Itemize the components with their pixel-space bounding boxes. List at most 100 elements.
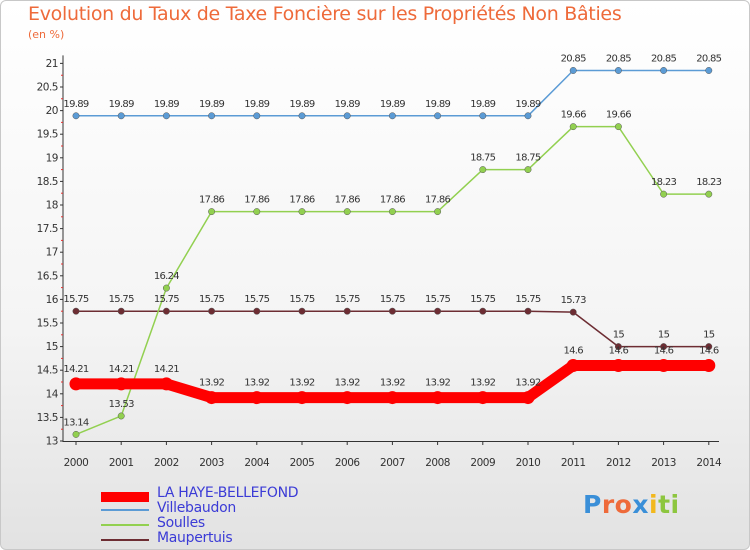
logo-letter: i [670,490,680,519]
data-label: 15.75 [515,294,540,305]
data-point [250,391,264,405]
data-label: 15.75 [335,294,360,305]
data-point [208,307,216,315]
data-point [388,208,396,216]
data-point [253,307,261,315]
data-label: 13.92 [380,378,405,389]
y-tick-label: 16 [46,294,59,306]
data-label: 17.86 [289,195,314,206]
data-point [702,358,716,372]
data-point [117,307,125,315]
data-label: 15.75 [109,294,134,305]
data-label: 19.89 [515,99,540,110]
legend-swatch-soulles [101,524,149,526]
legend-swatch-maupertuis [101,539,149,541]
data-point [205,391,219,405]
data-label: 15.75 [425,294,450,305]
data-label: 14.6 [563,345,583,356]
data-label: 20.85 [696,53,721,64]
y-tick-label: 13 [46,436,58,448]
data-label: 16.24 [154,271,179,282]
data-label: 13.92 [244,378,269,389]
data-point [388,307,396,315]
data-point [660,67,668,74]
legend-swatch-villebaudon [101,509,149,511]
data-point [343,307,351,315]
data-point [614,343,622,351]
y-tick-label: 19.5 [37,129,58,141]
legend-swatch-la-haye-bellefond [101,492,149,502]
data-label: 13.92 [515,378,540,389]
data-point [72,112,80,120]
data-point [208,112,216,120]
logo-letter: P [583,490,602,519]
y-tick-label: 14.5 [37,365,58,377]
data-point [69,377,83,391]
data-label: 19.89 [470,99,495,110]
x-tick-label: 2000 [64,457,89,469]
data-label: 14.6 [699,345,719,356]
data-label: 17.86 [425,195,450,206]
x-tick-label: 2006 [335,457,361,469]
data-label: 19.89 [289,99,314,110]
x-tick-label: 2008 [425,457,450,469]
data-point [479,166,487,174]
proxiti-logo: Proxiti [583,490,680,519]
data-point [340,391,354,405]
data-label: 17.86 [335,195,360,206]
data-label: 19.89 [63,99,88,110]
data-point [569,67,577,74]
data-label: 13.92 [470,378,495,389]
data-label: 15.75 [380,294,405,305]
data-label: 18.75 [470,153,495,164]
data-label: 18.23 [651,177,676,188]
x-tick-label: 2004 [244,457,270,469]
data-label: 14.6 [654,345,674,356]
data-point [524,112,532,120]
y-tick-label: 15.5 [37,318,58,330]
data-label: 13.92 [289,378,314,389]
data-label: 13.92 [199,378,224,389]
y-tick-label: 20.5 [37,82,58,94]
logo-letter: x [632,490,649,519]
data-label: 15.75 [289,294,314,305]
data-label: 19.66 [606,110,631,121]
data-point [343,208,351,216]
y-tick-label: 15 [46,341,58,353]
logo-letter: i [649,490,659,519]
x-tick-label: 2010 [516,457,541,469]
data-point [660,343,668,351]
data-label: 15.75 [63,294,88,305]
data-point [614,67,622,74]
legend-label-soulles: Soulles [157,515,205,531]
data-label: 15 [613,330,625,341]
data-point [657,358,671,372]
data-label: 19.66 [561,110,586,121]
data-label: 18.75 [515,153,540,164]
data-point [298,112,306,120]
data-point [566,358,580,372]
x-tick-label: 2013 [651,457,676,469]
data-point [569,123,577,131]
data-point [524,307,532,315]
data-point [569,308,577,316]
data-point [117,412,125,420]
data-point [159,377,173,391]
data-label: 17.86 [244,195,269,206]
y-tick-label: 18.5 [37,176,58,188]
data-label: 20.85 [651,53,676,64]
data-point [479,112,487,120]
legend-label-la-haye-bellefond: LA HAYE-BELLEFOND [157,485,299,501]
y-tick-label: 20 [46,105,58,117]
data-label: 14.21 [109,364,134,375]
data-point [295,391,309,405]
data-label: 13.92 [335,378,360,389]
data-label: 18.23 [696,177,721,188]
data-point [660,190,668,198]
x-tick-label: 2002 [154,457,179,469]
data-label: 13.53 [109,399,134,410]
data-point [434,307,442,315]
y-tick-label: 17.5 [37,223,58,235]
